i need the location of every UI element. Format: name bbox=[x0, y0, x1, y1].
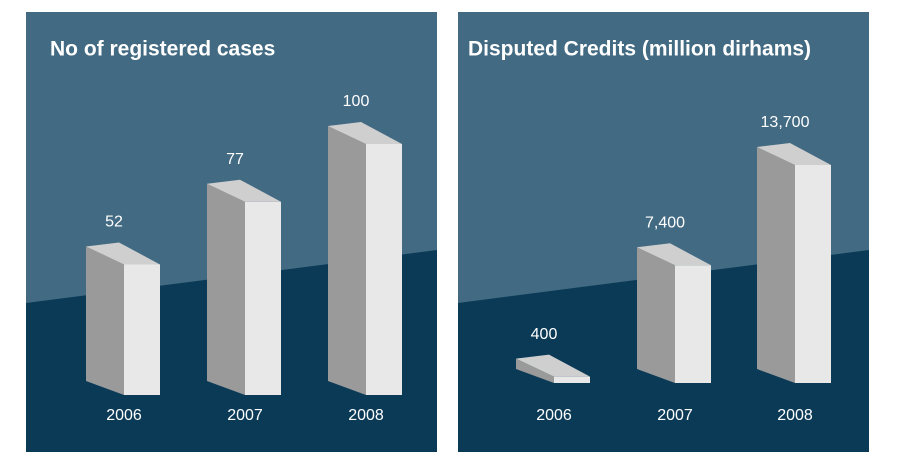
chart-title: Disputed Credits (million dirhams) bbox=[468, 38, 811, 61]
bar-top bbox=[328, 122, 402, 144]
bar-front bbox=[124, 264, 160, 395]
x-tick-label: 2007 bbox=[657, 407, 693, 424]
bar-top bbox=[516, 354, 590, 377]
x-tick-label: 2008 bbox=[348, 407, 384, 424]
x-tick-label: 2008 bbox=[777, 407, 813, 424]
bar-side bbox=[516, 358, 554, 383]
value-label: 400 bbox=[531, 326, 558, 343]
bar-top bbox=[86, 242, 160, 265]
x-tick-label: 2006 bbox=[536, 407, 572, 424]
bar-side bbox=[207, 183, 245, 395]
bar-side bbox=[637, 247, 675, 383]
bar-front bbox=[795, 165, 831, 383]
value-label: 7,400 bbox=[645, 214, 685, 231]
x-tick-label: 2006 bbox=[106, 407, 142, 424]
value-label: 52 bbox=[105, 214, 123, 231]
bar-top bbox=[757, 143, 831, 165]
bar-top bbox=[207, 179, 281, 202]
value-label: 100 bbox=[343, 93, 370, 110]
x-tick-label: 2007 bbox=[227, 407, 263, 424]
bar-side bbox=[328, 126, 366, 395]
bar-front bbox=[675, 265, 711, 383]
chart-title: No of registered cases bbox=[50, 38, 275, 61]
value-label: 77 bbox=[226, 151, 244, 168]
bar-top bbox=[637, 243, 711, 266]
bar-side bbox=[86, 246, 124, 395]
bar-front bbox=[366, 144, 402, 395]
bar-side bbox=[757, 147, 795, 383]
bar-front bbox=[245, 201, 281, 395]
value-label: 13,700 bbox=[761, 114, 810, 131]
bar-front bbox=[554, 376, 590, 383]
